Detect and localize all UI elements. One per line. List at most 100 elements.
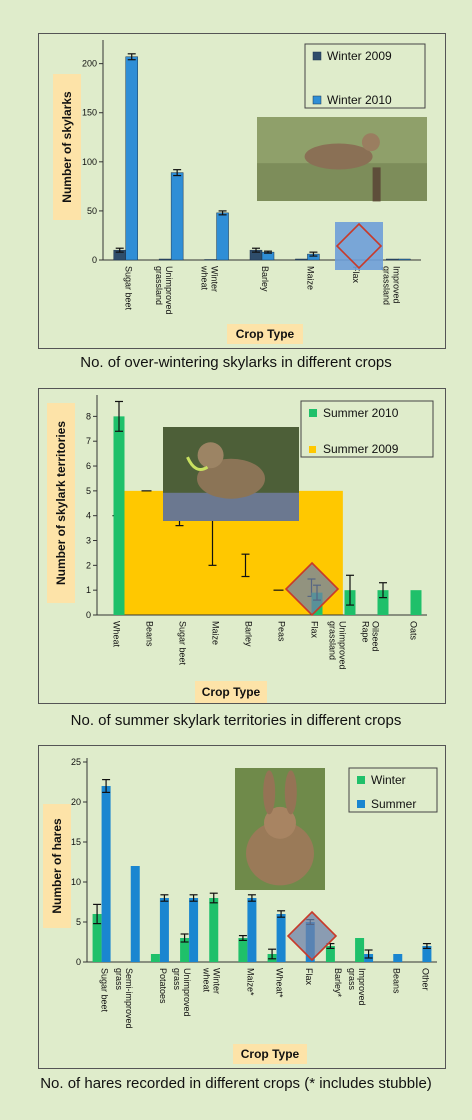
- caption-winter-skylarks: No. of over-wintering skylarks in differ…: [80, 354, 392, 371]
- bar-winter: [325, 946, 335, 962]
- y-tick-label: 50: [87, 206, 97, 216]
- y-tick-label: 15: [71, 837, 81, 847]
- legend-label: Winter 2009: [327, 49, 392, 63]
- x-axis-label: Crop Type: [202, 685, 261, 699]
- legend-swatch: [357, 800, 365, 808]
- x-tick-label: Oats: [409, 621, 419, 641]
- y-axis-label: Number of skylarks: [60, 91, 74, 203]
- legend-swatch: [312, 95, 322, 105]
- y-tick-label: 10: [71, 877, 81, 887]
- y-tick-label: 7: [86, 436, 91, 446]
- bar-summer-2010: [410, 590, 422, 615]
- x-tick-label: Maize*: [245, 968, 255, 996]
- x-tick-label: Barley: [244, 621, 254, 647]
- y-tick-label: 25: [71, 757, 81, 767]
- photo-bird: [257, 117, 427, 202]
- y-tick-label: 0: [92, 255, 97, 265]
- x-tick-label: Improvedgrassland: [381, 266, 401, 305]
- bar-summer: [247, 898, 257, 962]
- hare-ear: [263, 770, 276, 815]
- y-axis-label-box: [47, 403, 75, 603]
- chart-winter-skylarks: 0 50 100 150 200 Sugar beet Unimprovedgrasslan…: [53, 40, 427, 344]
- bar-winter-2009: [386, 258, 399, 261]
- bar-summer: [393, 954, 403, 962]
- photo-hare: [235, 768, 325, 890]
- y-tick-label: 3: [86, 536, 91, 546]
- x-tick-label: Wheat*: [275, 968, 285, 998]
- x-tick-label: Barley: [260, 266, 270, 292]
- legend-box: [300, 400, 434, 458]
- legend-label: Summer 2010: [323, 406, 399, 420]
- y-axis-label: Number of skylark territories: [54, 421, 68, 585]
- x-tick-label: OilseedRape: [361, 621, 381, 652]
- x-tick-label: Flax: [310, 621, 320, 639]
- legend-label: Winter 2010: [327, 93, 392, 107]
- x-tick-label: Unimprovedgrass: [172, 968, 192, 1017]
- hare-head: [264, 806, 296, 839]
- legend-label: Summer: [371, 797, 416, 811]
- bar-winter-2009: [158, 258, 172, 261]
- y-tick-label: 1: [86, 585, 91, 595]
- y-tick-label: 0: [76, 957, 81, 967]
- x-tick-label: Semi-improvedgrass: [114, 968, 134, 1029]
- y-axis-label-box: [43, 804, 71, 928]
- bar-winter-2010: [170, 172, 184, 261]
- x-tick-label: Other: [420, 968, 430, 991]
- perch-post: [372, 167, 381, 202]
- y-tick-label: 200: [82, 59, 97, 69]
- x-tick-label: Maize: [211, 621, 221, 645]
- y-axis-label: Number of hares: [50, 818, 64, 914]
- legend-swatch: [309, 446, 316, 453]
- flax-diamond-marker: [284, 561, 340, 617]
- y-tick-label: 6: [86, 461, 91, 471]
- x-tick-label: Unimprovedgrassland: [328, 621, 348, 670]
- chart-summer-skylarks: 0 1 2 3 4 5 6 7 8 Wheat Beans Sugar beet Maize Barley…: [47, 395, 434, 703]
- y-tick-label: 20: [71, 797, 81, 807]
- x-tick-label: Winterwheat: [201, 967, 221, 994]
- x-tick-label: Flax: [304, 968, 314, 986]
- y-tick-label: 8: [86, 411, 91, 421]
- x-tick-label: Maize: [305, 266, 315, 290]
- x-axis-label: Crop Type: [236, 327, 295, 341]
- flax-diamond-marker: [286, 910, 338, 962]
- x-tick-label: Winterwheat: [200, 265, 220, 292]
- y-axis-label-box: [53, 74, 81, 220]
- bar-summer-2010: [377, 590, 389, 615]
- flax-highlight-box: [335, 222, 383, 270]
- hare-body: [246, 821, 314, 886]
- bar-summer: [130, 866, 140, 962]
- chart-panel-skylarks-summer: 0 1 2 3 4 5 6 7 8 Wheat Beans Sugar beet Maize Barley…: [38, 388, 446, 704]
- photo-bird2: [163, 427, 299, 521]
- bar-winter: [150, 954, 160, 962]
- bar-winter-2009: [295, 258, 308, 261]
- bar-winter: [355, 938, 365, 962]
- chart-hares: 0 5 10 15 20 25 Sugar beet Semi-improvedgrass Po…: [43, 757, 438, 1064]
- y-tick-label: 100: [82, 157, 97, 167]
- bar-summer: [422, 946, 432, 962]
- legend-box: [304, 43, 426, 109]
- flax-diamond-marker: [335, 222, 383, 270]
- x-tick-label: Beans: [145, 621, 155, 647]
- x-tick-label: Potatoes: [158, 968, 168, 1004]
- bar-winter: [209, 898, 219, 962]
- x-axis-label: Crop Type: [241, 1047, 300, 1061]
- bar-winter-2010: [216, 212, 229, 261]
- photo-ground: [257, 163, 427, 201]
- bar-winter-2010: [398, 258, 411, 261]
- chart-panel-skylarks-winter: 0 50 100 150 200 Sugar beet Unimprovedgrasslan…: [38, 33, 446, 349]
- x-axis-label-box: [233, 1044, 307, 1064]
- skylark-body: [304, 143, 373, 170]
- bar-summer: [159, 898, 169, 962]
- bar-summer: [276, 914, 286, 962]
- bar-summer: [101, 786, 111, 962]
- x-tick-label: Sugar beet: [124, 266, 134, 311]
- caption-summer-skylarks: No. of summer skylark territories in dif…: [70, 712, 402, 729]
- bar-winter: [238, 938, 248, 962]
- bar-winter-2010: [125, 56, 138, 261]
- y-tick-label: 5: [76, 917, 81, 927]
- x-tick-label: Barley*: [333, 968, 343, 998]
- caption-hares: No. of hares recorded in different crops…: [40, 1075, 432, 1092]
- x-tick-label: Flax: [351, 266, 361, 284]
- legend-swatch: [309, 409, 317, 417]
- chart-panel-hares: 0 5 10 15 20 25 Sugar beet Semi-improvedgrass Po…: [38, 745, 446, 1069]
